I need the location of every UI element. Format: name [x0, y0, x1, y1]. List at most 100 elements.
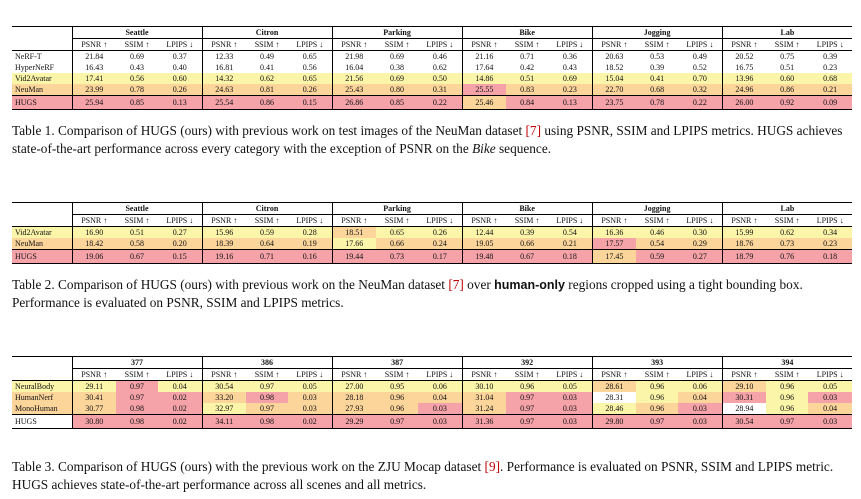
metric-value-cell: 0.98 — [246, 392, 289, 403]
column-group-header: Seattle — [71, 26, 203, 39]
metric-value-cell: 14.32 — [201, 73, 247, 84]
metric-value-cell: 21.56 — [331, 73, 377, 84]
metric-value-cell: 0.85 — [116, 95, 158, 110]
metric-value-cell: 0.37 — [172, 52, 187, 61]
metric-header: LPIPS ↓ — [678, 368, 723, 381]
metric-value-cell: 0.69 — [390, 52, 405, 61]
metric-value-cell: 0.54 — [636, 238, 679, 250]
metric-header: LPIPS ↓ — [158, 214, 203, 227]
hugs-row: HUGS 25.94 0.85 0.13 25.54 0.86 0.15 26.86 0.85 0… — [12, 95, 853, 110]
metric-header: LPIPS ↓ — [158, 368, 203, 381]
metric-value-cell: 0.69 — [376, 73, 419, 84]
table-row: NeuMan 23.99 0.78 0.26 24.63 0.81 0.26 25.43 0.8… — [12, 84, 853, 96]
metric-value-cell: 0.85 — [376, 95, 419, 110]
metric-value-cell: 0.04 — [158, 380, 203, 392]
metric-value-cell: 0.31 — [418, 84, 463, 96]
metric-header: PSNR ↑ — [331, 368, 377, 381]
metric-value-cell: 0.23 — [808, 238, 853, 250]
metric-header: SSIM ↑ — [246, 368, 289, 381]
method-name-cell: HUGS — [12, 95, 72, 110]
metric-value-cell: 15.04 — [591, 73, 637, 84]
metric-value-cell: 0.67 — [506, 249, 549, 264]
metric-value-cell: 21.16 — [461, 50, 507, 62]
metric-value-cell: 0.15 — [158, 249, 203, 264]
results-table-3: 377 386 387 392 393 394 PSNR ↑ SSIM ↑ LPIPS ↓ PSN… — [12, 356, 853, 429]
metric-value-cell: 0.52 — [692, 63, 707, 72]
metric-header: LPIPS ↓ — [548, 38, 593, 51]
metric-value-cell: 0.39 — [506, 226, 549, 238]
metric-value-cell: 0.78 — [116, 84, 158, 96]
metric-value-cell: 33.20 — [201, 392, 247, 403]
metric-value-cell: 0.03 — [548, 392, 593, 403]
metric-value-cell: 0.04 — [808, 403, 853, 415]
metric-value-cell: 23.99 — [71, 84, 116, 96]
metric-value-cell: 28.31 — [591, 392, 637, 403]
column-group-header: Jogging — [591, 26, 723, 39]
metric-value-cell: 0.51 — [506, 73, 549, 84]
metric-value-cell: 0.03 — [418, 403, 463, 415]
table-row: Vid2Avatar 16.90 0.51 0.27 15.96 0.59 0.28 18.5… — [12, 226, 853, 238]
metric-value-cell: 0.96 — [636, 380, 679, 392]
metric-header: LPIPS ↓ — [678, 38, 723, 51]
metric-value-cell: 30.54 — [201, 380, 247, 392]
metric-value-cell: 17.64 — [461, 62, 507, 73]
metric-header: LPIPS ↓ — [158, 38, 203, 51]
metric-header: SSIM ↑ — [116, 214, 158, 227]
citation-link[interactable]: [7] — [525, 123, 542, 138]
metric-value-cell: 0.95 — [376, 380, 419, 392]
metric-header: LPIPS ↓ — [288, 214, 333, 227]
citation-link[interactable]: [7] — [448, 277, 464, 292]
metric-value-cell: 0.96 — [506, 380, 549, 392]
metric-header: PSNR ↑ — [461, 368, 507, 381]
metric-value-cell: 25.94 — [71, 95, 116, 110]
metric-value-cell: 21.98 — [331, 50, 377, 62]
metric-value-cell: 0.03 — [288, 403, 333, 415]
metric-header: SSIM ↑ — [246, 38, 289, 51]
metric-value-cell: 19.05 — [461, 238, 507, 250]
metric-value-cell: 29.10 — [721, 380, 767, 392]
metric-value-cell: 0.02 — [158, 414, 203, 429]
metric-header: SSIM ↑ — [636, 214, 679, 227]
metric-value-cell: 17.45 — [591, 249, 637, 264]
metric-header: SSIM ↑ — [766, 214, 809, 227]
citation-link[interactable]: [9] — [484, 459, 501, 474]
metric-value-cell: 0.76 — [766, 249, 809, 264]
column-group-header: 377 — [71, 356, 203, 369]
column-group-header: Bike — [461, 202, 593, 215]
metric-value-cell: 30.77 — [71, 403, 116, 415]
metric-header: PSNR ↑ — [71, 214, 116, 227]
method-name-cell: MonoHuman — [12, 403, 72, 415]
method-name-cell: Vid2Avatar — [12, 73, 72, 84]
metric-header: SSIM ↑ — [376, 214, 419, 227]
metric-value-cell: 0.96 — [376, 392, 419, 403]
metric-value-cell: 0.28 — [288, 226, 333, 238]
metric-header: LPIPS ↓ — [808, 38, 853, 51]
metric-value-cell: 0.03 — [808, 392, 853, 403]
metric-value-cell: 0.70 — [678, 73, 723, 84]
metric-value-cell: 25.43 — [331, 84, 377, 96]
metric-value-cell: 0.02 — [158, 403, 203, 415]
hugs-row: HUGS 30.80 0.98 0.02 34.11 0.98 0.02 29.29 0.97 0… — [12, 414, 853, 429]
method-name-cell: NeuMan — [12, 84, 72, 96]
metric-value-cell: 0.50 — [418, 73, 463, 84]
metric-value-cell: 0.39 — [823, 52, 838, 61]
metric-value-cell: 0.97 — [506, 403, 549, 415]
metric-value-cell: 13.96 — [721, 73, 767, 84]
metric-value-cell: 34.11 — [201, 414, 247, 429]
table-row: NeuralBody 29.11 0.97 0.04 30.54 0.97 0.05 27.0… — [12, 380, 853, 392]
metric-value-cell: 0.92 — [766, 95, 809, 110]
table-row: MonoHuman 30.77 0.98 0.02 32.97 0.97 0.03 27.93… — [12, 403, 853, 415]
metric-header: SSIM ↑ — [636, 38, 679, 51]
metric-value-cell: 0.15 — [288, 95, 333, 110]
metric-header: LPIPS ↓ — [548, 368, 593, 381]
metric-value-cell: 0.60 — [158, 73, 203, 84]
metric-value-cell: 0.71 — [246, 249, 289, 264]
table-3-caption: Table 3. Comparison of HUGS (ours) with … — [12, 458, 852, 494]
metric-header: LPIPS ↓ — [418, 368, 463, 381]
table-row: HumanNerf 30.41 0.97 0.02 33.20 0.98 0.03 28.18… — [12, 392, 853, 403]
metric-value-cell: 0.97 — [636, 414, 679, 429]
metric-value-cell: 0.53 — [650, 52, 665, 61]
metric-value-cell: 0.60 — [766, 73, 809, 84]
method-name-cell: HUGS — [12, 249, 72, 264]
corner-cell — [12, 214, 72, 227]
